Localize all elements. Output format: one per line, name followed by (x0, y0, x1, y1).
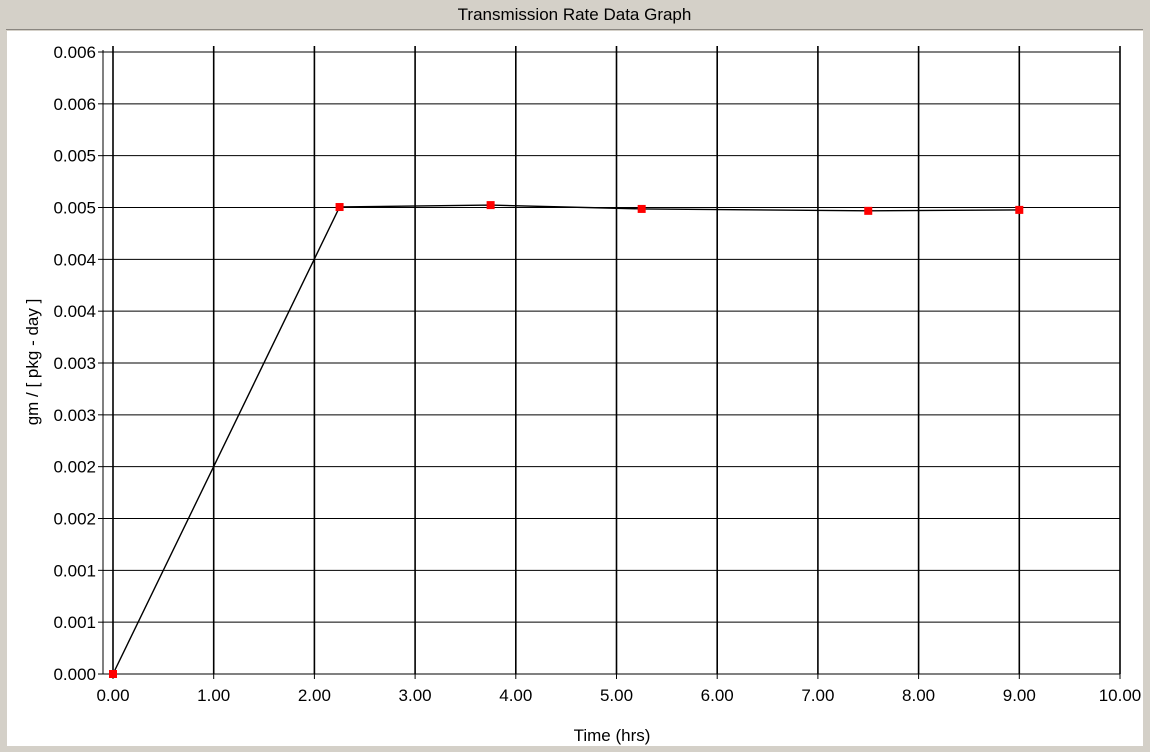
window-title: Transmission Rate Data Graph (6, 0, 1143, 30)
x-tick-label: 5.00 (600, 686, 633, 705)
y-tick-label: 0.003 (53, 354, 96, 373)
data-point-marker (864, 206, 873, 215)
data-point-marker (1015, 205, 1024, 214)
data-series (109, 201, 1024, 678)
x-axis-title: Time (hrs) (574, 726, 651, 745)
y-tick-label: 0.004 (53, 302, 96, 321)
y-tick-label: 0.002 (53, 458, 96, 477)
series-line (112, 204, 1020, 675)
y-tick-label: 0.004 (53, 250, 96, 269)
y-tick-label: 0.001 (53, 561, 96, 580)
x-tick-label: 1.00 (197, 686, 230, 705)
x-tick-label: 2.00 (298, 686, 331, 705)
x-tick-label: 8.00 (902, 686, 935, 705)
x-tick-label: 7.00 (801, 686, 834, 705)
y-axis-title: gm / [ pkg - day ] (23, 299, 42, 426)
y-tick-label: 0.006 (53, 95, 96, 114)
x-axis-ticks: 0.00 1.00 2.00 3.00 4.00 5.00 6.00 7.00 8.00 9.00… (96, 674, 1141, 705)
data-point-marker (335, 203, 344, 212)
data-point-marker (637, 204, 646, 213)
x-tick-label: 4.00 (499, 686, 532, 705)
x-tick-label: 0.00 (96, 686, 129, 705)
x-tick-label: 9.00 (1003, 686, 1036, 705)
y-tick-label: 0.006 (53, 43, 96, 62)
x-tick-label: 10.00 (1099, 686, 1142, 705)
y-tick-label: 0.005 (53, 199, 96, 218)
y-tick-label: 0.001 (53, 613, 96, 632)
data-point-marker (109, 670, 117, 678)
y-tick-label: 0.005 (53, 147, 96, 166)
x-tick-label: 6.00 (701, 686, 734, 705)
y-tick-label: 0.003 (53, 406, 96, 425)
y-tick-label: 0.000 (53, 665, 96, 684)
y-axis-ticks: 0.000 0.001 0.001 0.002 0.002 0.003 0.003 0.004… (53, 43, 103, 684)
x-tick-label: 3.00 (399, 686, 432, 705)
y-tick-label: 0.002 (53, 510, 96, 529)
data-point-marker (486, 201, 495, 210)
plot-area (7, 31, 1143, 746)
